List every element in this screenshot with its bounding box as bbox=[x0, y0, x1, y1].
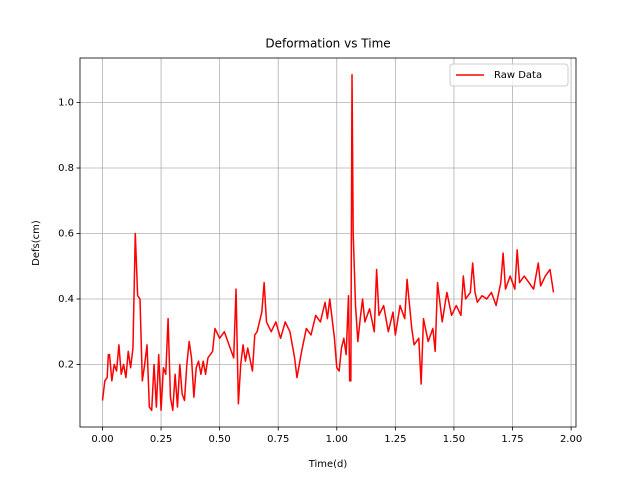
x-tick-label: 0.50 bbox=[209, 434, 231, 445]
y-tick-label: 1.0 bbox=[58, 98, 74, 109]
y-tick-label: 0.8 bbox=[58, 163, 74, 174]
x-tick-label: 0.00 bbox=[91, 434, 113, 445]
x-tick-label: 1.00 bbox=[326, 434, 348, 445]
legend-box bbox=[449, 63, 569, 87]
x-tick-label: 2.00 bbox=[560, 434, 582, 445]
data-line bbox=[101, 73, 555, 412]
x-tick-label: 0.25 bbox=[150, 434, 172, 445]
y-tick-label: 0.2 bbox=[58, 359, 74, 370]
y-axis-label: Defs(cm) bbox=[31, 220, 42, 266]
x-axis-label: Time(d) bbox=[308, 459, 348, 470]
x-tick-label: 1.50 bbox=[443, 434, 465, 445]
legend-label: Raw Data bbox=[494, 70, 542, 81]
x-tick-label: 1.75 bbox=[501, 434, 523, 445]
x-tick-label: 1.25 bbox=[384, 434, 406, 445]
axes-frame bbox=[79, 57, 577, 428]
y-tick-label: 0.6 bbox=[58, 228, 74, 239]
chart-title: Deformation vs Time bbox=[265, 37, 390, 51]
y-tick-label: 0.4 bbox=[58, 294, 74, 305]
x-tick-label: 0.75 bbox=[267, 434, 289, 445]
